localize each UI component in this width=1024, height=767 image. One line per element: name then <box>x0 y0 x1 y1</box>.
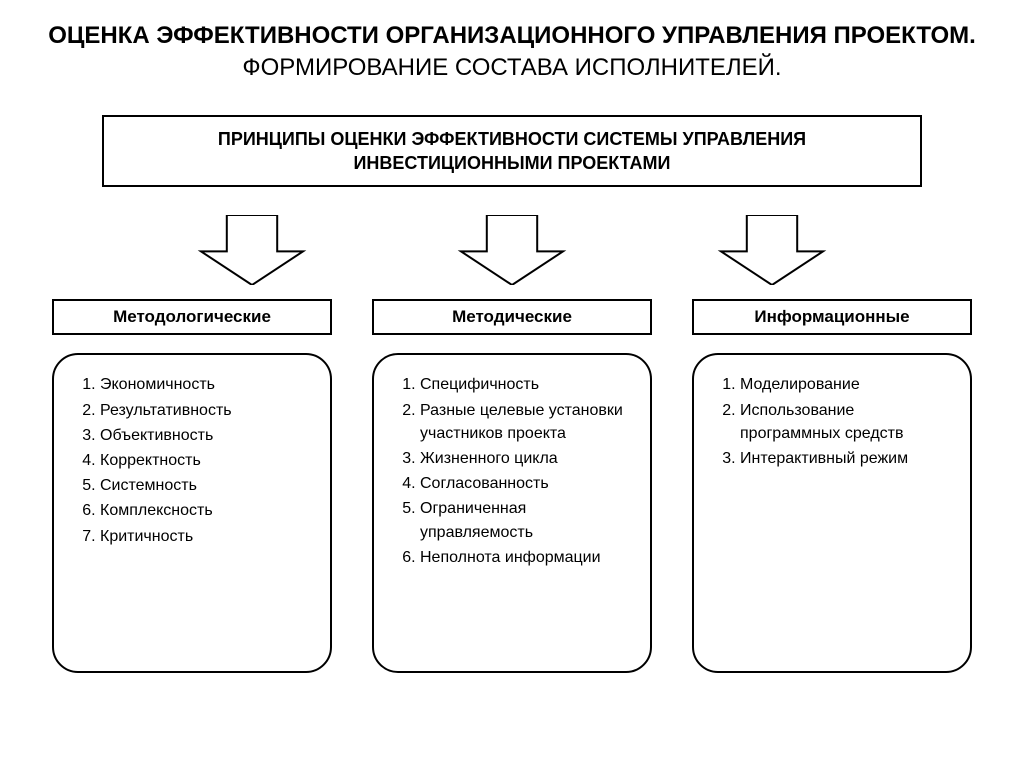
list-item: Системность <box>100 474 312 497</box>
category-box: Информационные <box>692 299 972 335</box>
list-item: Корректность <box>100 449 312 472</box>
arrows-row <box>30 215 994 285</box>
list-item: Неполнота информации <box>420 546 632 569</box>
category-box: Методические <box>372 299 652 335</box>
list-item: Объективность <box>100 424 312 447</box>
column: Информационные Моделирование Использование… <box>692 299 972 673</box>
title-normal: ФОРМИРОВАНИЕ СОСТАВА ИСПОЛНИТЕЛЕЙ. <box>242 54 781 81</box>
down-arrow-icon <box>712 215 832 285</box>
title-bold: ОЦЕНКА ЭФФЕКТИВНОСТИ ОРГАНИЗАЦИОННОГО УП… <box>48 22 976 49</box>
items-list: Специфичность Разные целевые установки уч… <box>402 373 632 569</box>
list-item: Результативность <box>100 399 312 422</box>
items-panel: Экономичность РезультативностьОбъективнос… <box>52 353 332 673</box>
list-item: Комплексность <box>100 499 312 522</box>
columns-container: Методологические Экономичность Результатив… <box>30 299 994 673</box>
principles-header-box: ПРИНЦИПЫ ОЦЕНКИ ЭФФЕКТИВНОСТИ СИСТЕМЫ УП… <box>102 115 922 188</box>
list-item: Согласованность <box>420 472 632 495</box>
slide-title: ОЦЕНКА ЭФФЕКТИВНОСТИ ОРГАНИЗАЦИОННОГО УП… <box>30 20 994 85</box>
column: Методологические Экономичность Результатив… <box>52 299 332 673</box>
list-item: Интерактивный режим <box>740 447 952 470</box>
column: Методические Специфичность Разные целевые … <box>372 299 652 673</box>
list-item: Моделирование <box>740 373 952 396</box>
items-panel: Моделирование Использование программных с… <box>692 353 972 673</box>
down-arrow-icon <box>452 215 572 285</box>
list-item: Разные целевые установки участников прое… <box>420 399 632 445</box>
list-item: Использование программных средств <box>740 399 952 445</box>
items-list: Моделирование Использование программных с… <box>722 373 952 470</box>
down-arrow-icon <box>192 215 312 285</box>
list-item: Экономичность <box>100 373 312 396</box>
list-item: Жизненного цикла <box>420 447 632 470</box>
list-item: Ограниченная управляемость <box>420 497 632 543</box>
items-list: Экономичность РезультативностьОбъективнос… <box>82 373 312 547</box>
items-panel: Специфичность Разные целевые установки уч… <box>372 353 652 673</box>
list-item: Критичность <box>100 525 312 548</box>
list-item: Специфичность <box>420 373 632 396</box>
category-box: Методологические <box>52 299 332 335</box>
